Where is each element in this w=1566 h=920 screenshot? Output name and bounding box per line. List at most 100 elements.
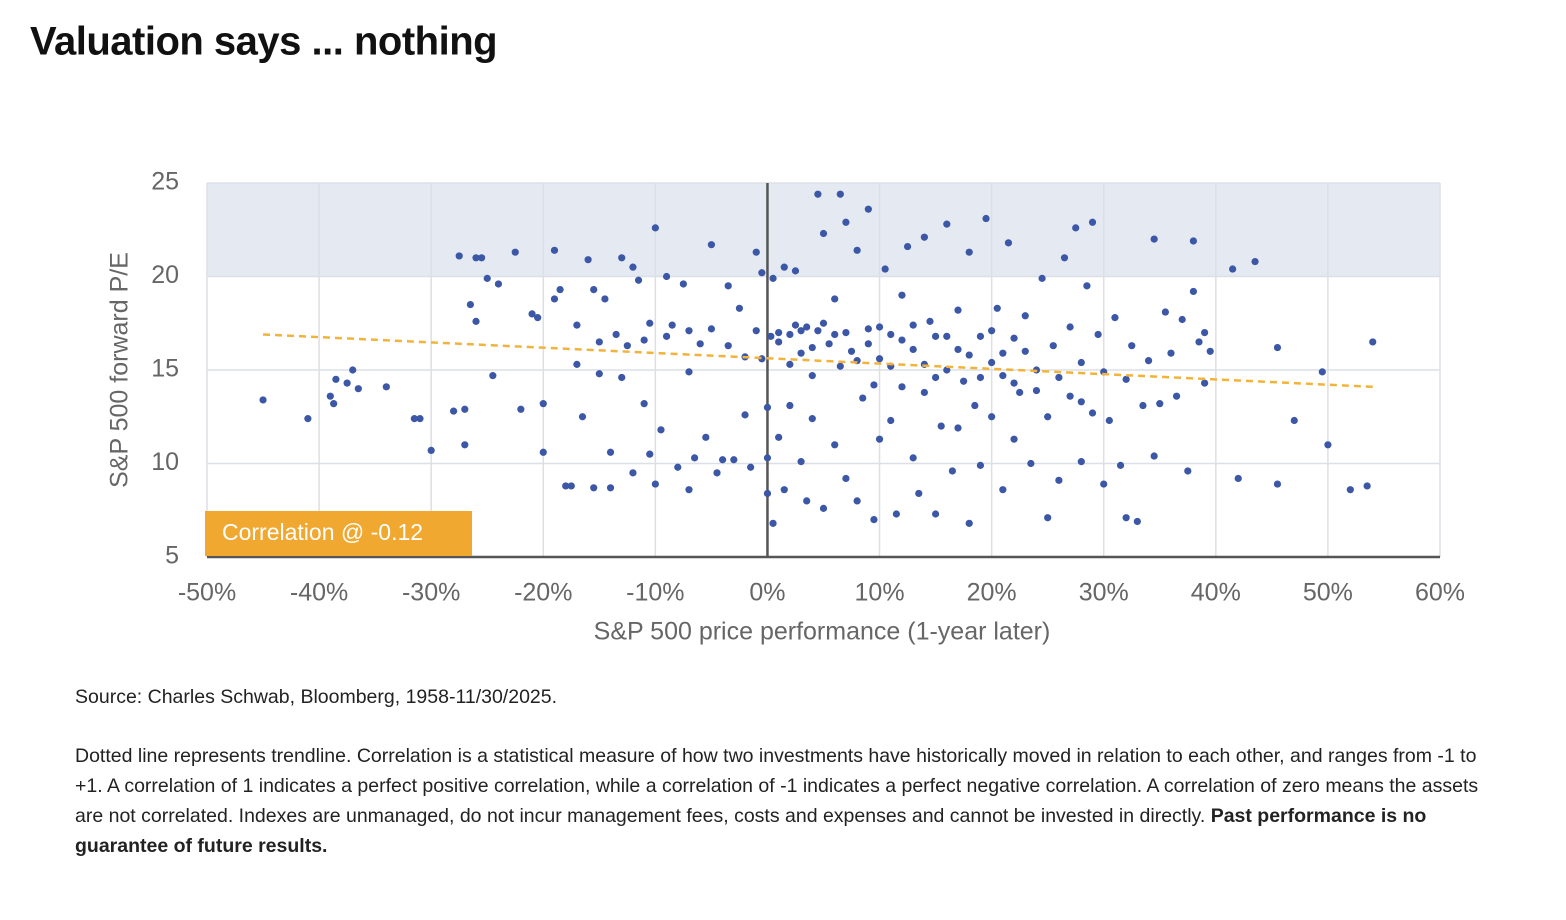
scatter-point xyxy=(304,415,312,423)
scatter-point xyxy=(685,368,693,376)
scatter-point xyxy=(752,327,760,335)
scatter-point xyxy=(1077,398,1085,406)
scatter-point xyxy=(752,248,760,256)
scatter-point xyxy=(1184,467,1192,475)
scatter-point xyxy=(1055,373,1063,382)
x-tick-label: -10% xyxy=(626,579,684,607)
scatter-point xyxy=(1021,347,1029,355)
scatter-point xyxy=(511,248,519,256)
scatter-point xyxy=(1290,416,1298,425)
scatter-point xyxy=(853,497,861,505)
scatter-point xyxy=(1038,274,1046,282)
scatter-point xyxy=(786,360,794,368)
scatter-point xyxy=(416,415,424,423)
scatter-point xyxy=(909,454,917,462)
scatter-point xyxy=(1094,330,1102,339)
scatter-point xyxy=(926,317,934,325)
trendline xyxy=(262,333,1373,389)
scatter-point xyxy=(993,304,1001,312)
scatter-point xyxy=(931,332,940,340)
scatter-point xyxy=(1010,379,1018,387)
scatter-point xyxy=(696,340,704,348)
scatter-point xyxy=(767,332,775,340)
scatter-point xyxy=(690,454,699,462)
scatter-point xyxy=(758,269,766,277)
scatter-point xyxy=(489,372,497,380)
scatter-point xyxy=(1201,329,1209,337)
scatter-point xyxy=(662,332,671,340)
x-tick-label: -40% xyxy=(290,579,348,607)
scatter-point xyxy=(775,433,783,441)
scatter-point xyxy=(769,274,777,282)
scatter-point xyxy=(1004,239,1013,247)
x-tick-label: 20% xyxy=(967,579,1017,607)
scatter-point xyxy=(1027,459,1035,468)
scatter-point xyxy=(786,401,794,410)
scatter-point xyxy=(1122,375,1130,383)
scatter-point xyxy=(965,519,973,527)
scatter-point xyxy=(1178,315,1186,324)
scatter-point xyxy=(892,510,900,518)
scatter-point xyxy=(343,379,351,387)
scatter-point xyxy=(410,415,418,423)
scatter-point xyxy=(651,480,659,488)
scatter-point xyxy=(870,516,878,524)
disclaimer-text: Dotted line represents trendline. Correl… xyxy=(75,745,1479,827)
scatter-point xyxy=(791,267,800,275)
source-note: Source: Charles Schwab, Bloomberg, 1958-… xyxy=(75,686,558,708)
scatter-point xyxy=(943,220,951,228)
scatter-point xyxy=(1133,517,1141,526)
scatter-point xyxy=(1229,265,1237,273)
scatter-point xyxy=(1066,392,1074,400)
scatter-point xyxy=(881,265,889,273)
scatter-point xyxy=(461,405,469,413)
scatter-point xyxy=(976,461,985,469)
scatter-point xyxy=(685,327,693,335)
scatter-point xyxy=(1128,342,1136,350)
scatter-point xyxy=(472,317,480,325)
scatter-point xyxy=(747,463,755,471)
scatter-point xyxy=(354,385,362,393)
scatter-point xyxy=(763,403,772,411)
scatter-point xyxy=(915,489,923,498)
scatter-point xyxy=(1156,400,1164,408)
scatter-point xyxy=(1167,349,1175,357)
scatter-point xyxy=(601,295,609,303)
scatter-point xyxy=(1161,308,1169,316)
scatter-point xyxy=(1021,312,1029,320)
scatter-point xyxy=(971,401,979,410)
y-tick-label: 20 xyxy=(151,261,179,289)
scatter-point xyxy=(931,373,940,382)
scatter-point xyxy=(450,407,458,415)
scatter-point xyxy=(562,482,570,490)
scatter-point xyxy=(629,469,637,477)
scatter-point xyxy=(999,349,1007,357)
scatter-point xyxy=(775,338,783,346)
scatter-point xyxy=(1088,218,1097,226)
x-tick-label: -20% xyxy=(514,579,572,607)
x-tick-label: 0% xyxy=(749,579,785,607)
scatter-point xyxy=(960,377,968,385)
disclaimer-bold: Past performance is no guarantee of futu… xyxy=(75,805,1427,857)
scatter-point xyxy=(1116,461,1125,469)
scatter-point xyxy=(1010,334,1018,342)
scatter-point xyxy=(1251,257,1259,266)
scatter-point xyxy=(803,323,811,331)
scatter-point xyxy=(657,426,665,434)
scatter-point xyxy=(999,372,1007,380)
scatter-point xyxy=(898,291,906,299)
y-tick-label: 10 xyxy=(151,448,179,476)
x-tick-label: 10% xyxy=(855,579,905,607)
y-axis-label: S&P 500 forward P/E xyxy=(106,252,134,488)
scatter-point xyxy=(685,486,693,494)
scatter-point xyxy=(1111,314,1119,322)
scatter-point xyxy=(1139,401,1147,410)
y-tick-label: 25 xyxy=(151,168,179,196)
scatter-point xyxy=(1077,358,1085,367)
scatter-point xyxy=(1195,338,1203,346)
y-tick-label: 15 xyxy=(151,355,179,383)
scatter-point xyxy=(803,497,811,505)
scatter-point xyxy=(707,241,716,249)
scatter-point xyxy=(999,486,1007,494)
